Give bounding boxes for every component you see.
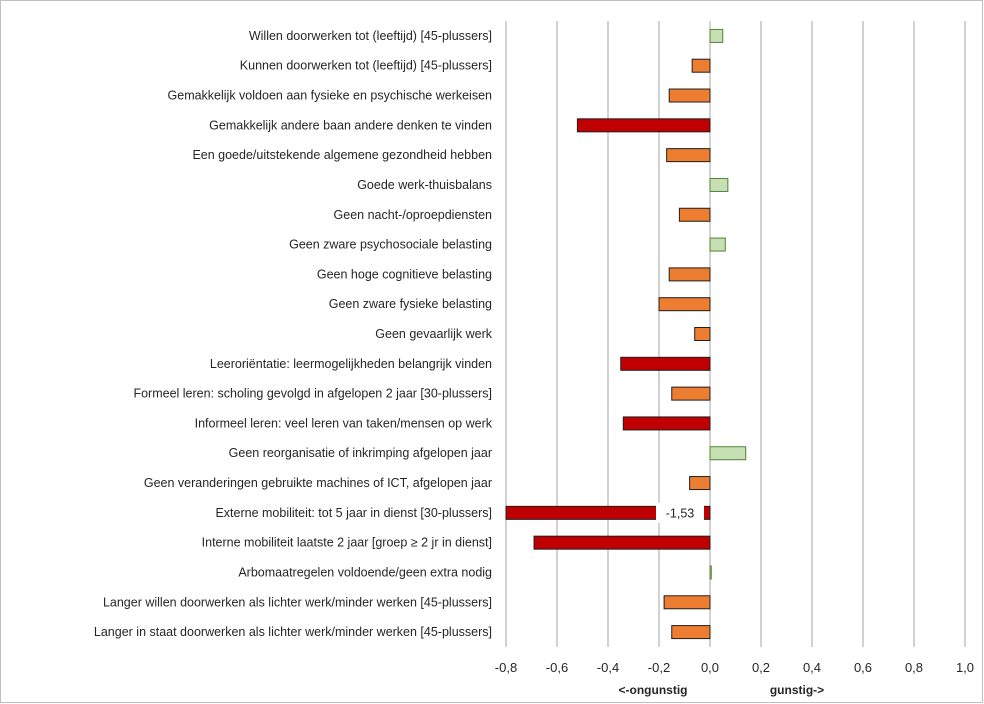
bar <box>709 28 724 43</box>
category-label: Een goede/uitstekende algemene gezondhei… <box>192 148 492 162</box>
category-label: Goede werk-thuisbalans <box>357 178 492 192</box>
bar <box>668 88 711 103</box>
bar <box>668 267 711 282</box>
x-tick-label: -0,6 <box>546 660 568 675</box>
category-label: Geen nacht-/oproepdiensten <box>334 208 492 222</box>
category-label: Leeroriëntatie: leermogelijkheden belang… <box>210 357 492 371</box>
category-label: Langer willen doorwerken als lichter wer… <box>103 595 492 609</box>
data-labels: -1,53 <box>656 502 704 523</box>
category-label: Willen doorwerken tot (leeftijd) [45-plu… <box>249 29 492 43</box>
bar <box>709 565 712 580</box>
bar <box>694 327 711 341</box>
bar <box>671 625 711 640</box>
bar <box>678 207 711 222</box>
category-label: Geen gevaarlijk werk <box>375 327 492 341</box>
bar <box>622 416 711 431</box>
bar <box>576 118 711 133</box>
category-label: Externe mobiliteit: tot 5 jaar in dienst… <box>215 506 492 520</box>
bar <box>620 356 711 371</box>
category-label: Geen hoge cognitieve belasting <box>317 267 492 281</box>
bar <box>691 58 711 73</box>
category-label: Gemakkelijk voldoen aan fysieke en psych… <box>168 89 493 103</box>
x-tick-label: 0,6 <box>854 660 872 675</box>
category-label: Geen zware psychosociale belasting <box>289 238 492 252</box>
gridlines <box>505 21 966 647</box>
bars-group <box>505 28 747 640</box>
bar <box>709 446 747 461</box>
x-tick-labels: -0,8 -0,6 -0,4 -0,2 0,0 0,2 0,4 0,6 0,8 1,0 <box>495 660 974 675</box>
direction-label-unfavorable: <-ongunstig <box>619 683 688 697</box>
category-label: Kunnen doorwerken tot (leeftijd) [45-plu… <box>240 59 492 73</box>
x-tick-label: 1,0 <box>956 660 974 675</box>
direction-label-favorable: gunstig-> <box>770 683 824 697</box>
category-label: Formeel leren: scholing gevolgd in afgel… <box>133 387 492 401</box>
category-label: Gemakkelijk andere baan andere denken te… <box>209 118 492 132</box>
bar <box>658 297 711 312</box>
category-label: Interne mobiliteit laatste 2 jaar [groep… <box>202 536 492 550</box>
bar <box>709 177 729 192</box>
bar <box>671 386 711 401</box>
bar <box>689 476 711 491</box>
data-label: -1,53 <box>666 506 695 520</box>
category-label: Geen reorganisatie of inkrimping afgelop… <box>229 446 492 460</box>
data-label-background <box>656 502 704 523</box>
x-tick-label: -0,4 <box>597 660 619 675</box>
category-label: Langer in staat doorwerken als lichter w… <box>94 625 492 639</box>
x-tick-label: 0,4 <box>803 660 821 675</box>
bar <box>533 535 711 550</box>
x-tick-label: -0,2 <box>648 660 670 675</box>
bar <box>666 148 711 163</box>
bar <box>709 237 726 252</box>
category-label: Geen zware fysieke belasting <box>329 297 492 311</box>
x-tick-label: -0,8 <box>495 660 517 675</box>
x-tick-label: 0,2 <box>752 660 770 675</box>
bar <box>663 595 711 610</box>
x-tick-label: 0,0 <box>701 660 719 675</box>
category-label: Informeel leren: veel leren van taken/me… <box>195 416 493 430</box>
category-label: Geen veranderingen gebruikte machines of… <box>144 476 492 490</box>
category-label: Arbomaatregelen voldoende/geen extra nod… <box>238 565 492 579</box>
x-tick-label: 0,8 <box>905 660 923 675</box>
category-labels: Willen doorwerken tot (leeftijd) [45-plu… <box>94 29 493 639</box>
